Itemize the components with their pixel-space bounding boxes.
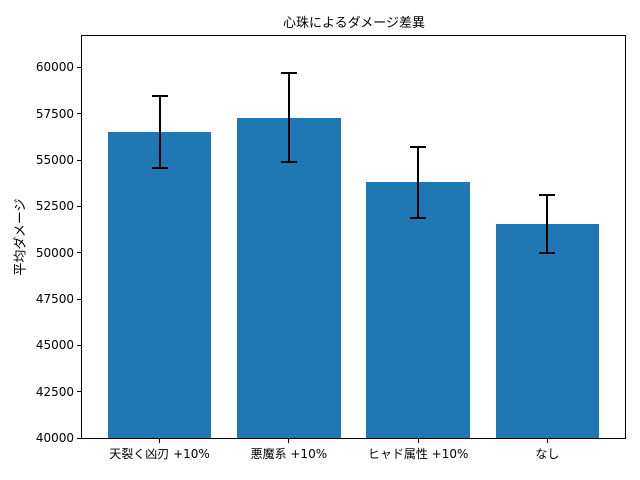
y-tick-mark bbox=[77, 437, 81, 439]
y-tick-mark bbox=[77, 298, 81, 300]
x-tick-label: 天裂く凶刃 +10% bbox=[109, 447, 210, 461]
x-tick-label: 悪魔系 +10% bbox=[250, 447, 328, 461]
y-tick-label: 57500 bbox=[35, 106, 74, 121]
y-tick-label: 45000 bbox=[35, 338, 74, 353]
error-bar-cap-top bbox=[410, 146, 427, 149]
error-bar-cap-bottom bbox=[410, 216, 427, 219]
error-bar-cap-bottom bbox=[280, 160, 297, 163]
y-tick-label: 40000 bbox=[35, 431, 74, 445]
y-tick-label: 55000 bbox=[35, 153, 74, 168]
y-tick-label: 52500 bbox=[35, 199, 74, 214]
y-tick-mark bbox=[77, 205, 81, 207]
x-tick-label: なし bbox=[535, 447, 560, 461]
error-bar-line bbox=[417, 147, 420, 218]
chart-title: 心珠によるダメージ差異 bbox=[283, 16, 425, 31]
y-tick-mark bbox=[77, 391, 81, 393]
x-tick-mark bbox=[546, 439, 548, 443]
y-tick-label: 50000 bbox=[35, 245, 74, 260]
bar bbox=[237, 117, 341, 438]
bar bbox=[366, 182, 470, 438]
y-tick-label: 47500 bbox=[35, 292, 74, 307]
y-tick-mark bbox=[77, 159, 81, 161]
error-bar-cap-top bbox=[280, 72, 297, 75]
y-tick-mark bbox=[77, 344, 81, 346]
x-tick-mark bbox=[159, 439, 161, 443]
plot-area bbox=[81, 35, 626, 439]
error-bar-cap-top bbox=[539, 194, 556, 197]
error-bar-cap-bottom bbox=[539, 251, 556, 254]
error-bar-line bbox=[158, 96, 161, 169]
y-tick-mark bbox=[77, 252, 81, 254]
y-tick-label: 60000 bbox=[35, 60, 74, 75]
error-bar-line bbox=[546, 195, 549, 253]
error-bar-cap-bottom bbox=[151, 167, 168, 170]
y-tick-label: 42500 bbox=[35, 384, 74, 399]
error-bar-line bbox=[287, 73, 290, 162]
y-tick-mark bbox=[77, 113, 81, 115]
bar bbox=[495, 224, 600, 438]
x-tick-mark bbox=[288, 439, 290, 443]
x-tick-label: ヒャド属性 +10% bbox=[367, 447, 469, 461]
error-bar-cap-top bbox=[151, 95, 168, 98]
bar bbox=[107, 132, 212, 438]
x-tick-mark bbox=[417, 439, 419, 443]
y-tick-mark bbox=[77, 66, 81, 68]
